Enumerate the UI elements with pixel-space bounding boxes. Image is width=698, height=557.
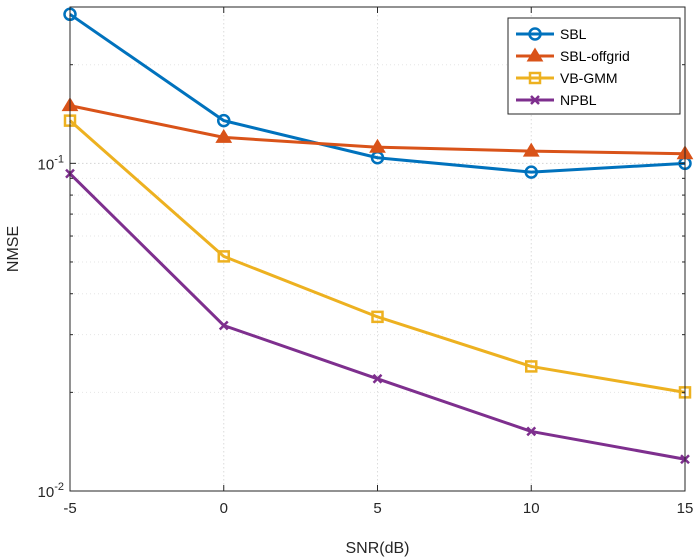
- legend-item: SBL: [516, 26, 587, 42]
- data-point: [528, 27, 542, 41]
- x-tick-label: 10: [523, 500, 540, 517]
- series-group: [61, 7, 694, 465]
- data-point: [215, 128, 233, 143]
- x-tick-label: 5: [373, 500, 381, 517]
- data-point: [371, 310, 384, 324]
- series-sbl-offgrid: [61, 97, 694, 160]
- data-point: [218, 320, 229, 331]
- data-point: [524, 165, 538, 179]
- data-point: [372, 373, 383, 384]
- legend-label: VB-GMM: [560, 70, 618, 86]
- y-axis-label: NMSE: [5, 226, 22, 272]
- data-point: [525, 360, 538, 373]
- legend-label: NPBL: [560, 92, 597, 108]
- data-point: [530, 95, 540, 105]
- data-point: [522, 142, 540, 157]
- legend-label: SBL-offgrid: [560, 48, 630, 64]
- data-point: [528, 71, 542, 85]
- legend: SBL SBL-offgrid VB-GMM NPBL: [507, 17, 681, 115]
- x-tick-label: 15: [677, 500, 694, 517]
- y-tick-label: 10-1: [38, 153, 64, 173]
- legend-item: NPBL: [516, 92, 597, 108]
- data-point: [369, 138, 386, 153]
- x-tick-label: 0: [220, 500, 228, 517]
- legend-item: VB-GMM: [516, 70, 618, 86]
- series-line: [69, 13, 686, 174]
- legend-label: SBL: [560, 26, 587, 42]
- series-line: [69, 119, 686, 394]
- data-point: [526, 426, 537, 437]
- axis-ticks: -5 0 5 10 15 10-1 10-2: [38, 6, 694, 517]
- data-point: [217, 113, 231, 128]
- x-axis-label: SNR(dB): [345, 540, 409, 557]
- data-point: [526, 47, 544, 62]
- data-point: [217, 250, 230, 263]
- legend-item: SBL-offgrid: [516, 47, 630, 64]
- y-tick-label: 10-2: [38, 481, 64, 501]
- x-tick-label: -5: [63, 500, 76, 517]
